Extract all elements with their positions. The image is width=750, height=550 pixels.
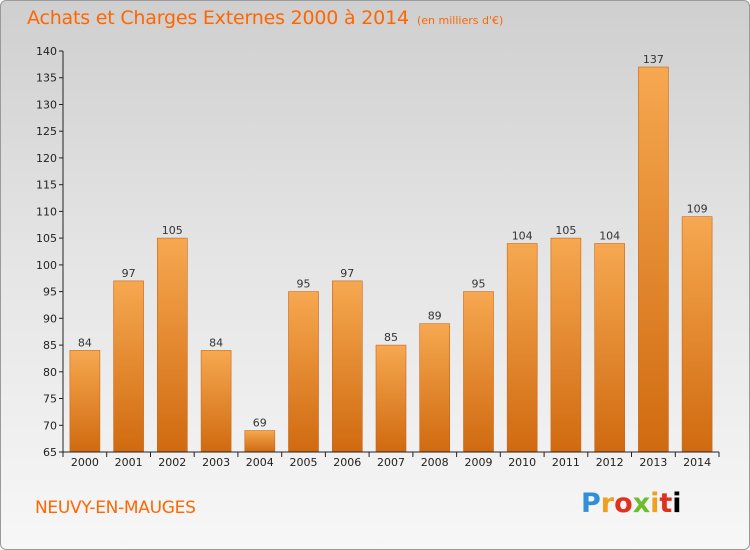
data-label: 109 (687, 203, 708, 216)
bar (200, 350, 232, 453)
y-tick-label: 120 (36, 152, 57, 165)
logo-letter: P (581, 488, 601, 519)
data-label: 105 (555, 224, 576, 237)
bar (638, 66, 669, 453)
bar (157, 237, 188, 453)
x-tick-label: 2005 (290, 456, 318, 469)
y-tick-label: 140 (36, 45, 57, 58)
bar (113, 280, 144, 453)
data-label: 95 (472, 278, 486, 291)
x-tick-label: 2013 (639, 456, 667, 469)
data-label: 104 (599, 230, 620, 243)
x-tick-label: 2000 (71, 456, 99, 469)
y-tick-label: 90 (43, 312, 57, 325)
x-tick-label: 2011 (552, 456, 580, 469)
y-tick-label: 115 (36, 179, 57, 192)
logo-letter: r (600, 488, 615, 519)
x-tick-label: 2002 (158, 456, 186, 469)
data-label: 97 (122, 267, 136, 280)
y-tick-label: 80 (43, 366, 57, 379)
y-tick-label: 135 (36, 72, 57, 85)
data-label: 84 (209, 336, 223, 349)
y-tick-label: 95 (43, 286, 57, 299)
logo-letter: t (659, 488, 673, 519)
chart-title: Achats et Charges Externes 2000 à 2014 (27, 7, 409, 29)
y-tick-label: 125 (36, 125, 57, 138)
data-label: 69 (253, 417, 267, 430)
data-label: 95 (297, 278, 311, 291)
data-label: 85 (384, 331, 398, 344)
data-label: 105 (162, 224, 183, 237)
proxiti-logo[interactable]: Proxiti (581, 488, 682, 519)
y-tick-label: 130 (36, 99, 57, 112)
chart-subtitle: (en milliers d'€) (417, 14, 504, 27)
x-tick-label: 2004 (246, 456, 274, 469)
y-tick-label: 110 (36, 205, 57, 218)
bar (681, 216, 713, 453)
x-tick-label: 2014 (683, 456, 711, 469)
bar (331, 280, 363, 453)
bar (69, 350, 101, 453)
data-label: 104 (512, 230, 533, 243)
commune-name: NEUVY-EN-MAUGES (35, 498, 196, 518)
x-tick-label: 2003 (202, 456, 230, 469)
y-tick-label: 75 (43, 393, 57, 406)
y-tick-label: 70 (43, 419, 57, 432)
data-label: 137 (643, 53, 664, 66)
bar (375, 344, 407, 453)
x-tick-label: 2007 (377, 456, 405, 469)
data-label: 84 (78, 336, 92, 349)
logo-letter: i (650, 488, 660, 519)
x-tick-label: 2009 (465, 456, 493, 469)
data-label: 89 (428, 310, 442, 323)
logo-letter: i (672, 488, 682, 519)
x-tick-label: 2006 (333, 456, 361, 469)
bar (594, 243, 626, 453)
data-label: 97 (340, 267, 354, 280)
bar (550, 237, 582, 453)
bar (419, 323, 451, 453)
y-tick-label: 85 (43, 339, 57, 352)
bar (506, 243, 538, 453)
y-tick-label: 105 (36, 232, 57, 245)
bar (288, 291, 319, 453)
x-tick-label: 2001 (115, 456, 143, 469)
bar (244, 430, 276, 453)
y-tick-label: 100 (36, 259, 57, 272)
bar (463, 291, 494, 453)
x-tick-label: 2010 (508, 456, 536, 469)
x-tick-label: 2012 (596, 456, 624, 469)
logo-letter: o (614, 488, 633, 519)
x-tick-label: 2008 (421, 456, 449, 469)
logo-letter: x (632, 488, 651, 519)
y-tick-label: 65 (43, 446, 57, 459)
